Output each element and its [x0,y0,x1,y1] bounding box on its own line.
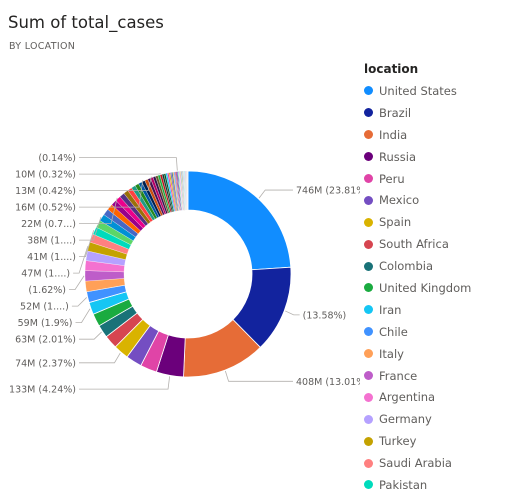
legend-item-india[interactable]: India [364,124,524,146]
legend-label: Brazil [379,106,411,120]
legend-item-italy[interactable]: Italy [364,343,524,365]
data-label: 16M (0.52%) [15,203,76,214]
legend-item-mexico[interactable]: Mexico [364,189,524,211]
data-label: (1.62%) [28,285,66,296]
legend-marker [364,393,373,402]
legend-marker [364,108,373,117]
label-leader-line [79,158,177,171]
legend-title: location [364,60,524,80]
label-leader-line [72,297,87,306]
legend-label: Russia [379,150,416,164]
label-leader-line [76,309,90,323]
data-label: 38M (1....) [27,236,76,247]
legend-item-saudi-arabia[interactable]: Saudi Arabia [364,452,524,474]
slice-united-states[interactable] [188,171,291,270]
legend-label: France [379,369,417,383]
legend-marker [364,349,373,358]
data-label: (0.14%) [38,153,76,164]
legend-marker [364,262,373,271]
data-label: 10M (0.32%) [15,170,76,181]
data-label: 41M (1....) [27,252,76,263]
legend-marker [364,327,373,336]
data-label: 59M (1.9%) [18,318,73,329]
legend-item-pakistan[interactable]: Pakistan [364,474,524,496]
legend-item-peru[interactable]: Peru [364,168,524,190]
legend-label: South Africa [379,237,449,251]
legend-label: Saudi Arabia [379,456,452,470]
legend-marker [364,415,373,424]
legend-marker [364,240,373,249]
legend-label: Turkey [379,434,416,448]
data-label: 746M (23.81%) [296,186,360,197]
legend-item-france[interactable]: France [364,365,524,387]
legend-label: Peru [379,172,405,186]
legend-marker [364,437,373,446]
legend-label: United States [379,84,457,98]
legend-label: Mexico [379,193,419,207]
label-leader-line [79,332,102,339]
data-label: (13.58%) [303,310,347,321]
label-leader-line [285,311,299,315]
legend-label: United Kingdom [379,281,471,295]
legend-items: United States Brazil India Russia Peru Mexico… [364,80,524,496]
legend-marker [364,196,373,205]
data-label: 408M (13.01%) [296,377,360,388]
legend-label: Chile [379,325,408,339]
legend-label: India [379,128,407,142]
legend-item-iran[interactable]: Iran [364,299,524,321]
legend-label: Germany [379,412,432,426]
legend-marker [364,371,373,380]
legend-label: Iran [379,303,401,317]
legend-marker [364,130,373,139]
label-leader-line [225,371,293,381]
legend-marker [364,283,373,292]
legend-item-south-africa[interactable]: South Africa [364,233,524,255]
label-leader-line [259,190,293,198]
legend-label: Colombia [379,259,433,273]
legend-label: Argentina [379,390,435,404]
legend-marker [364,218,373,227]
legend-marker [364,305,373,314]
data-label: 47M (1....) [21,269,70,280]
legend-item-argentina[interactable]: Argentina [364,386,524,408]
data-label: 133M (4.24%) [9,385,76,396]
legend-marker [364,459,373,468]
label-leader-line [79,353,120,363]
legend-item-chile[interactable]: Chile [364,321,524,343]
data-label: 22M (0.7...) [21,219,76,230]
data-label: 74M (2.37%) [15,358,76,369]
legend-marker [364,174,373,183]
legend-item-united-kingdom[interactable]: United Kingdom [364,277,524,299]
legend: location United States Brazil India Russia P… [364,60,524,496]
legend-label: Pakistan [379,478,427,492]
legend-marker [364,86,373,95]
legend-item-spain[interactable]: Spain [364,211,524,233]
label-leader-line [69,276,84,290]
legend-label: Spain [379,215,411,229]
legend-item-brazil[interactable]: Brazil [364,102,524,124]
legend-marker [364,152,373,161]
legend-marker [364,480,373,489]
data-label: 52M (1....) [20,302,69,313]
legend-item-russia[interactable]: Russia [364,146,524,168]
donut-chart: 746M (23.81%) (13.58%) 408M (13.01%) 133M (… [0,0,360,502]
data-label: 63M (2.01%) [15,335,76,346]
data-label: 13M (0.42%) [15,186,76,197]
label-leader-line [79,376,170,389]
legend-label: Italy [379,347,404,361]
legend-item-turkey[interactable]: Turkey [364,430,524,452]
legend-item-united-states[interactable]: United States [364,80,524,102]
legend-item-germany[interactable]: Germany [364,408,524,430]
legend-item-colombia[interactable]: Colombia [364,255,524,277]
